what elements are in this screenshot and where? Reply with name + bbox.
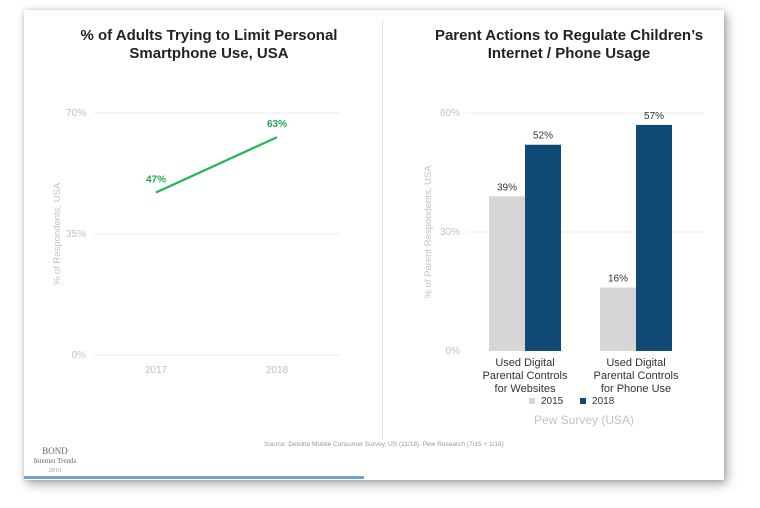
line-chart: 0% 35% 70% 2017 2018 47% 63% % of Respondents, … [52, 108, 339, 376]
legend-swatch-2018 [580, 398, 587, 405]
x-category-label: Used Digital [606, 357, 665, 369]
bar-chart: 0%30%60%39%16%52%57%Used DigitalParental… [423, 108, 704, 395]
bond-brand: BOND [42, 446, 68, 456]
bar-2018 [636, 124, 672, 352]
bond-logo: BOND Internet Trends 2019 [24, 446, 86, 476]
bar-2015 [600, 287, 636, 351]
legend-item-2018: 2018 [580, 396, 614, 407]
slide: % of Adults Trying to Limit Personal Sma… [24, 10, 724, 480]
y-tick-label: 0% [446, 346, 461, 357]
x-tick-label: 2018 [266, 365, 289, 376]
bar-2018 [525, 144, 561, 351]
left-chart-title: % of Adults Trying to Limit Personal Sma… [80, 27, 338, 62]
x-category-label: Parental Controls [594, 370, 679, 382]
legend-label-2018: 2018 [592, 396, 615, 407]
data-label: 47% [146, 175, 166, 186]
x-category-label: for Websites [495, 383, 556, 395]
data-label: 16% [608, 274, 628, 285]
divider [382, 20, 383, 440]
x-category-label: Parental Controls [483, 370, 568, 382]
legend-swatch-2015 [529, 398, 535, 405]
bond-sub: Internet Trends [33, 457, 77, 465]
x-category-label: for Phone Use [601, 383, 671, 395]
data-label: 39% [497, 182, 517, 193]
y-axis-label: % of Respondents, USA [52, 182, 63, 285]
y-axis-label: % of Parent Respondents, USA [423, 165, 434, 299]
x-tick-label: 2017 [145, 365, 168, 376]
data-label: 52% [533, 131, 553, 142]
bond-year: 2019 [49, 468, 61, 474]
y-tick-label: 30% [440, 227, 460, 238]
series-line [155, 136, 278, 194]
legend-item-2015: 2015 [529, 396, 563, 407]
data-label: 57% [644, 111, 664, 122]
bar-legend: 2015 2018 [529, 396, 628, 407]
y-tick-label: 35% [66, 229, 86, 240]
data-label: 63% [267, 119, 287, 130]
bar-x-axis-label: Pew Survey (USA) [533, 413, 635, 427]
y-tick-label: 0% [72, 350, 87, 361]
source-note: Source: Deloitte Mobile Consumer Survey,… [264, 441, 504, 448]
y-tick-label: 60% [440, 108, 460, 119]
footer-accent-line [24, 476, 364, 479]
right-chart-title: Parent Actions to Regulate Children’s In… [434, 27, 704, 62]
bar-2015 [489, 196, 525, 351]
x-category-label: Used Digital [495, 357, 554, 369]
legend-label-2015: 2015 [541, 396, 564, 407]
y-tick-label: 70% [66, 108, 86, 119]
